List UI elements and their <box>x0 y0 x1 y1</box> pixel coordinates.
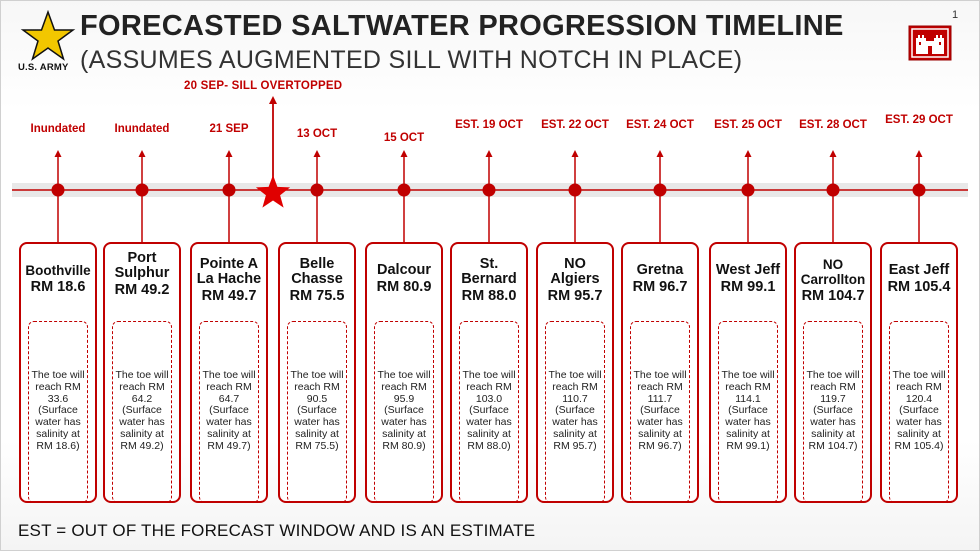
location-card: East Jeff RM 105.4 The toe will reach RM 1… <box>880 242 958 503</box>
salinity-note-box: The toe will reach RM 95.9 (Surface wate… <box>374 321 434 503</box>
salinity-note: The toe will reach RM 110.7 (Surface wat… <box>548 369 602 452</box>
river-mile: RM 49.2 <box>114 282 170 298</box>
timeline-date: 15 OCT <box>383 132 425 144</box>
salinity-note: The toe will reach RM 64.7 (Surface wate… <box>202 369 256 452</box>
timeline-date: EST. 29 OCT <box>885 114 953 126</box>
salinity-note-box: The toe will reach RM 114.1 (Surface wat… <box>718 321 778 503</box>
location-card: Gretna RM 96.7 The toe will reach RM 111.7… <box>621 242 699 503</box>
footer-note: EST = OUT OF THE FORECAST WINDOW AND IS … <box>18 521 536 540</box>
location-card-header: East Jeff RM 105.4 <box>882 263 956 295</box>
location-card: St. Bernard RM 88.0 The toe will reach RM … <box>450 242 528 503</box>
river-mile: RM 80.9 <box>376 279 432 295</box>
river-mile: RM 18.6 <box>30 279 86 295</box>
location-card-header: NO Algiers RM 95.7 <box>538 257 612 304</box>
river-mile: RM 99.1 <box>720 279 776 295</box>
location-name: Gretna <box>636 262 684 278</box>
salinity-note: The toe will reach RM 64.2 (Surface wate… <box>115 369 169 452</box>
salinity-note: The toe will reach RM 33.6 (Surface wate… <box>31 369 85 452</box>
location-name: NO Carrollton <box>800 257 866 287</box>
salinity-note: The toe will reach RM 103.0 (Surface wat… <box>462 369 516 452</box>
page-title: FORECASTED SALTWATER PROGRESSION TIMELIN… <box>80 10 844 42</box>
timeline-date: EST. 22 OCT <box>541 119 609 131</box>
location-card: Pointe A La Hache RM 49.7 The toe will rea… <box>190 242 268 503</box>
location-name: Port Sulphur <box>114 250 170 281</box>
river-mile: RM 104.7 <box>801 288 865 304</box>
salinity-note-box: The toe will reach RM 111.7 (Surface wat… <box>630 321 690 503</box>
salinity-note-box: The toe will reach RM 103.0 (Surface wat… <box>459 321 519 503</box>
location-card-header: Belle Chasse RM 75.5 <box>280 257 354 304</box>
location-card-header: Boothville RM 18.6 <box>21 263 95 295</box>
location-name: Belle Chasse <box>291 256 343 287</box>
salinity-note-box: The toe will reach RM 90.5 (Surface wate… <box>287 321 347 503</box>
location-card: NO Carrollton RM 104.7 The toe will reach … <box>794 242 872 503</box>
location-name: Boothville <box>25 263 91 278</box>
location-card-header: West Jeff RM 99.1 <box>711 263 785 295</box>
location-card: Belle Chasse RM 75.5 The toe will reach RM… <box>278 242 356 503</box>
location-card-header: Port Sulphur RM 49.2 <box>105 251 179 298</box>
timeline-date: Inundated <box>30 123 86 135</box>
river-mile: RM 96.7 <box>632 279 688 295</box>
timeline-date: 21 SEP <box>209 123 249 135</box>
timeline-date: EST. 28 OCT <box>799 119 867 131</box>
salinity-note-box: The toe will reach RM 64.7 (Surface wate… <box>199 321 259 503</box>
sill-overtopped-label: 20 SEP- SILL OVERTOPPED <box>184 80 343 92</box>
location-name: St. Bernard <box>461 256 517 287</box>
salinity-note: The toe will reach RM 111.7 (Surface wat… <box>633 369 687 452</box>
location-card-header: NO Carrollton RM 104.7 <box>796 257 870 304</box>
timeline-date: Inundated <box>114 123 170 135</box>
location-card-header: Pointe A La Hache RM 49.7 <box>192 257 266 304</box>
salinity-note-box: The toe will reach RM 64.2 (Surface wate… <box>112 321 172 503</box>
army-star-icon <box>20 10 76 61</box>
location-name: Pointe A La Hache <box>196 256 262 287</box>
location-name: West Jeff <box>715 262 781 278</box>
river-mile: RM 105.4 <box>887 279 951 295</box>
salinity-note-box: The toe will reach RM 119.7 (Surface wat… <box>803 321 863 503</box>
location-card: Dalcour RM 80.9 The toe will reach RM 95.9… <box>365 242 443 503</box>
page-number: 1 <box>952 9 959 21</box>
location-card: Port Sulphur RM 49.2 The toe will reach RM… <box>103 242 181 503</box>
salinity-note: The toe will reach RM 114.1 (Surface wat… <box>721 369 775 452</box>
river-mile: RM 49.7 <box>201 288 257 304</box>
salinity-note: The toe will reach RM 120.4 (Surface wat… <box>892 369 946 452</box>
location-card: Boothville RM 18.6 The toe will reach RM 3… <box>19 242 97 503</box>
location-name: NO Algiers <box>550 256 600 287</box>
location-card: NO Algiers RM 95.7 The toe will reach RM 1… <box>536 242 614 503</box>
salinity-note: The toe will reach RM 119.7 (Surface wat… <box>806 369 860 452</box>
timeline-date: EST. 25 OCT <box>714 119 782 131</box>
location-card-header: Dalcour RM 80.9 <box>367 263 441 295</box>
army-logo-text: U.S. ARMY <box>18 62 69 73</box>
timeline-date: EST. 19 OCT <box>455 119 523 131</box>
river-mile: RM 88.0 <box>461 288 517 304</box>
page-subtitle: (ASSUMES AUGMENTED SILL WITH NOTCH IN PL… <box>80 46 743 74</box>
salinity-note: The toe will reach RM 90.5 (Surface wate… <box>290 369 344 452</box>
timeline-date: EST. 24 OCT <box>626 119 694 131</box>
salinity-note: The toe will reach RM 95.9 (Surface wate… <box>377 369 431 452</box>
salinity-note-box: The toe will reach RM 33.6 (Surface wate… <box>28 321 88 503</box>
castle-icon <box>908 25 952 61</box>
location-card: West Jeff RM 99.1 The toe will reach RM 11… <box>709 242 787 503</box>
salinity-note-box: The toe will reach RM 120.4 (Surface wat… <box>889 321 949 503</box>
location-name: East Jeff <box>888 262 950 278</box>
river-mile: RM 95.7 <box>547 288 603 304</box>
location-card-header: St. Bernard RM 88.0 <box>452 257 526 304</box>
location-name: Dalcour <box>377 262 431 278</box>
location-card-header: Gretna RM 96.7 <box>623 263 697 295</box>
river-mile: RM 75.5 <box>289 288 345 304</box>
salinity-note-box: The toe will reach RM 110.7 (Surface wat… <box>545 321 605 503</box>
timeline-date: 13 OCT <box>296 128 338 140</box>
